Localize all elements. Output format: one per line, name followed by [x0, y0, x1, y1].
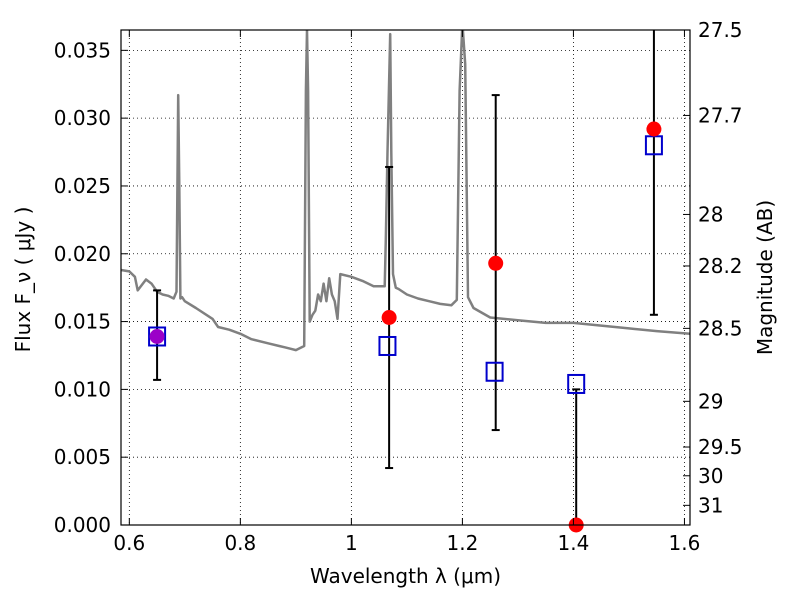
model-square-layer	[148, 135, 663, 394]
right-tick-label: 30	[698, 464, 723, 488]
right-tick-label: 27.7	[698, 103, 743, 127]
x-axis-title: Wavelength λ (μm)	[310, 564, 501, 588]
y-tick-label: 0.025	[54, 174, 111, 198]
errorbar-layer	[153, 30, 658, 525]
right-tick-label: 29	[698, 389, 723, 413]
x-tick-label: 0.8	[224, 531, 256, 555]
observed-point-layer	[149, 121, 662, 533]
observed-point	[381, 310, 397, 326]
sed-spectrum-line	[121, 30, 690, 352]
model-point-square	[567, 373, 586, 394]
model-point-square	[378, 335, 397, 356]
spectrum-layer	[121, 30, 690, 352]
y-tick-label: 0.030	[54, 106, 111, 130]
x-tick-label: 0.6	[113, 531, 145, 555]
y-tick-label: 0.005	[54, 445, 111, 469]
tick-labels: 0.6 0.8 1 1.2 1.4 1.6 0.000 0.005 0.010 0.015 0.02…	[54, 18, 743, 555]
model-point-square	[148, 326, 167, 347]
right-tick-label: 27.5	[698, 18, 743, 42]
grid-lines	[121, 30, 690, 525]
model-point-square	[485, 361, 504, 382]
observed-point	[646, 121, 662, 137]
y-axis-title: Flux F_ν ( μJy )	[11, 207, 35, 353]
right-axis-title: Magnitude (AB)	[753, 200, 777, 355]
y-tick-label: 0.010	[54, 377, 111, 401]
right-tick-label: 28	[698, 202, 723, 226]
observed-point	[149, 328, 165, 344]
y-tick-label: 0.035	[54, 38, 111, 62]
y-tick-label: 0.020	[54, 242, 111, 266]
right-tick-label: 31	[698, 493, 723, 517]
right-tick-label: 28.2	[698, 254, 743, 278]
plot-frame	[120, 29, 691, 526]
right-tick-label: 28.5	[698, 316, 743, 340]
x-tick-label: 1	[345, 531, 358, 555]
x-tick-label: 1.4	[558, 531, 590, 555]
right-tick-label: 29.5	[698, 435, 743, 459]
tick-marks	[121, 29, 690, 526]
observed-point	[488, 255, 504, 271]
y-tick-label: 0.015	[54, 310, 111, 334]
y-tick-label: 0.000	[54, 513, 111, 537]
x-tick-label: 1.6	[669, 531, 701, 555]
x-tick-label: 1.2	[446, 531, 478, 555]
